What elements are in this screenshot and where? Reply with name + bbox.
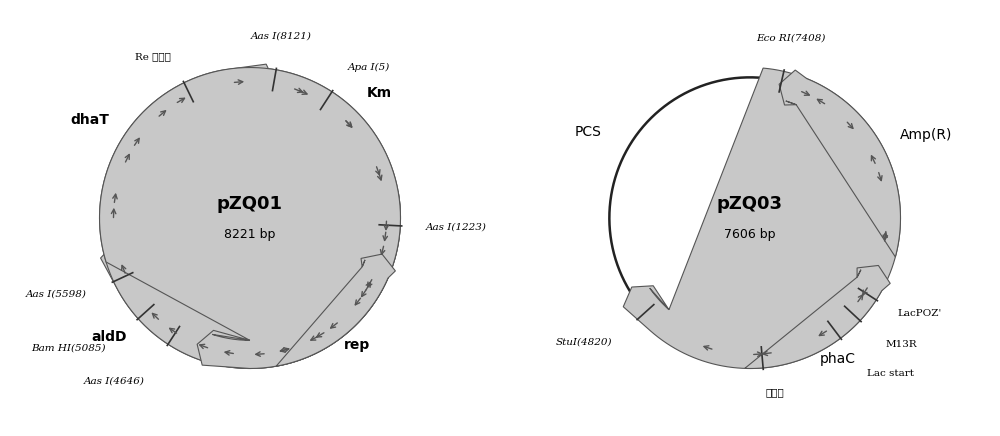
Text: Km: Km: [367, 85, 392, 99]
Text: dhaT: dhaT: [71, 112, 109, 126]
Polygon shape: [100, 64, 400, 368]
Text: StuI(4820): StuI(4820): [556, 338, 612, 347]
Text: M13R: M13R: [886, 340, 917, 349]
Text: rep: rep: [344, 338, 370, 352]
Text: Aas I(4646): Aas I(4646): [83, 376, 144, 385]
Text: PCS: PCS: [575, 125, 601, 139]
Polygon shape: [101, 68, 400, 368]
Text: pZQ03: pZQ03: [717, 195, 783, 213]
Text: LacPOZ': LacPOZ': [897, 309, 942, 318]
Text: aldD: aldD: [91, 330, 127, 344]
Text: Aas I(8121): Aas I(8121): [251, 32, 312, 41]
Text: Aas I(5598): Aas I(5598): [26, 290, 87, 299]
Text: Amp(R): Amp(R): [900, 128, 952, 142]
Text: Apa I(5): Apa I(5): [348, 62, 390, 72]
Text: 8221 bp: 8221 bp: [224, 228, 276, 242]
Text: Bam HI(5085): Bam HI(5085): [31, 344, 106, 352]
Text: phaC: phaC: [820, 352, 856, 366]
Polygon shape: [100, 68, 400, 368]
Text: Aas I(1223): Aas I(1223): [426, 223, 486, 232]
Text: Lac start: Lac start: [867, 368, 914, 378]
Text: 7606 bp: 7606 bp: [724, 228, 776, 242]
Text: 启动子: 启动子: [765, 388, 784, 398]
Text: Re 启动子: Re 启动子: [135, 52, 171, 61]
Polygon shape: [276, 254, 395, 366]
Text: Eco RI(7408): Eco RI(7408): [756, 34, 825, 43]
Text: pZQ01: pZQ01: [217, 195, 283, 213]
Polygon shape: [779, 70, 900, 257]
Polygon shape: [623, 68, 900, 368]
Polygon shape: [745, 266, 890, 368]
